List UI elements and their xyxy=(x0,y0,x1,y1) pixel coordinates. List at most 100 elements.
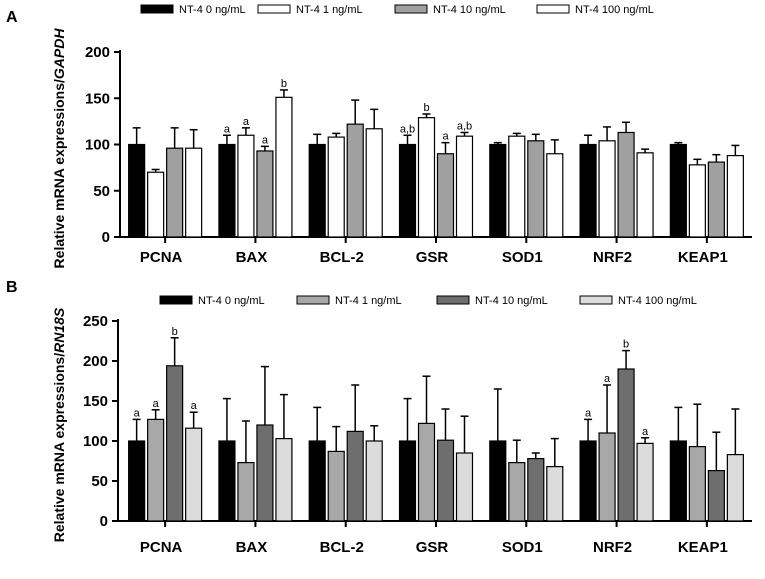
chartb-legend-swatch xyxy=(296,295,330,305)
chartb-bar xyxy=(546,466,564,522)
chartb-bar xyxy=(707,470,725,522)
charta-bar xyxy=(598,140,616,238)
chartb-significance-label: a xyxy=(191,400,198,412)
chartb-bar xyxy=(128,440,146,522)
charta-bar xyxy=(636,152,654,238)
chartb-legend-label: NT-4 1 ng/mL xyxy=(335,295,402,307)
charta-bar xyxy=(579,143,597,238)
charta-legend-swatch xyxy=(536,4,570,14)
charta-y-tick-label: 0 xyxy=(102,229,110,246)
charta-x-tick-label: KEAP1 xyxy=(678,249,728,266)
charta-bar xyxy=(308,143,326,238)
chartb-y-tick-label: 200 xyxy=(83,353,108,370)
chartb-x-tick-label: NRF2 xyxy=(593,539,632,556)
charta-y-tick-label: 100 xyxy=(85,137,110,154)
charta-bar xyxy=(617,131,635,238)
charta-significance-label: a xyxy=(243,116,250,128)
chartb-bar xyxy=(237,462,255,522)
chartb-y-axis-label: Relative mRNA expressions/RN18S xyxy=(51,307,67,542)
charta-bar xyxy=(218,143,236,238)
chartb-significance-label: b xyxy=(623,339,629,351)
chartb-y-tick-label: 150 xyxy=(83,393,108,410)
charta-bar xyxy=(346,123,364,238)
charta-y-axis-label-gene: GAPDH xyxy=(51,28,67,79)
chartb-legend-swatch xyxy=(159,295,193,305)
chartb-significance-label: b xyxy=(172,326,178,338)
chartb-bar xyxy=(617,368,635,522)
charta-bar xyxy=(237,134,255,238)
charta-y-axis-label: Relative mRNA expressions/GAPDH xyxy=(51,28,67,269)
chartb-bar xyxy=(436,439,455,522)
chartb-bar xyxy=(185,427,203,522)
panel-label-b: B xyxy=(6,279,18,296)
panel-label-a: A xyxy=(6,9,18,26)
charta-legend-swatch xyxy=(394,4,428,14)
chartb-bar xyxy=(527,458,545,522)
chartb-legend-swatch xyxy=(579,295,613,305)
charta-bar xyxy=(436,153,455,238)
chartb-bar xyxy=(688,446,706,522)
charta-bar xyxy=(707,161,725,238)
charta-y-tick-label: 200 xyxy=(85,44,110,61)
charta-bar xyxy=(489,143,507,238)
charta-legend-swatch xyxy=(140,4,174,14)
chartb-x-tick-label: BAX xyxy=(236,539,268,556)
chartb-y-tick-label: 100 xyxy=(83,433,108,450)
charta-bar xyxy=(455,135,474,238)
charta-bar xyxy=(166,147,184,238)
chartb-y-tick-label: 250 xyxy=(83,313,108,330)
charta-significance-label: a,b xyxy=(400,123,415,135)
chartb-legend-label: NT-4 0 ng/mL xyxy=(198,295,265,307)
chartb-bar xyxy=(218,440,236,522)
charta-bar xyxy=(185,147,203,238)
charta-x-tick-label: GSR xyxy=(416,249,449,266)
chartb-bar xyxy=(489,440,507,522)
chartb-significance-label: a xyxy=(642,426,649,438)
chartb-bar xyxy=(346,430,364,522)
charta-bar xyxy=(256,150,274,238)
chartb-significance-label: a xyxy=(585,407,592,419)
charta-legend-label: NT-4 10 ng/mL xyxy=(433,4,506,16)
charta-significance-label: b xyxy=(423,102,429,114)
charta-significance-label: a xyxy=(442,131,449,143)
chartb-y-tick-label: 0 xyxy=(100,513,108,530)
chart-panel-a: NT-4 0 ng/mL NT-4 1 ng/mL NT-4 10 ng/mL NT-… xyxy=(51,4,752,268)
charta-x-tick-label: PCNA xyxy=(140,249,183,266)
charta-x-tick-label: SOD1 xyxy=(502,249,543,266)
charta-bar xyxy=(688,164,706,238)
charta-legend-label: NT-4 100 ng/mL xyxy=(575,4,654,16)
chartb-bar xyxy=(327,450,345,522)
charta-significance-label: b xyxy=(281,78,287,90)
chartb-y-tick-label: 50 xyxy=(91,473,108,490)
chartb-bar xyxy=(508,462,526,522)
chartb-significance-label: a xyxy=(134,407,141,419)
chartb-bar xyxy=(455,452,474,522)
chartb-x-tick-label: GSR xyxy=(416,539,449,556)
charta-bar xyxy=(417,117,436,238)
chartb-y-axis-label-gene: RN18S xyxy=(51,307,67,353)
chartb-x-tick-label: PCNA xyxy=(140,539,183,556)
charta-bar xyxy=(128,143,146,238)
chartb-x-tick-label: BCL-2 xyxy=(320,539,364,556)
charta-bar xyxy=(365,128,383,238)
charta-y-tick-label: 150 xyxy=(85,90,110,107)
chartb-significance-label: a xyxy=(153,398,160,410)
chartb-legend-label: NT-4 10 ng/mL xyxy=(475,295,548,307)
charta-y-tick-label: 50 xyxy=(93,183,110,200)
charta-x-tick-label: BAX xyxy=(236,249,268,266)
charta-bar xyxy=(527,140,545,238)
charta-legend-label: NT-4 0 ng/mL xyxy=(179,4,246,16)
charta-bar xyxy=(546,153,564,238)
charta-bar xyxy=(669,143,687,238)
chartb-bar xyxy=(726,454,744,522)
charta-legend-swatch xyxy=(257,4,291,14)
charta-x-tick-label: BCL-2 xyxy=(320,249,364,266)
chartb-bar xyxy=(636,442,654,522)
chartb-x-tick-label: KEAP1 xyxy=(678,539,728,556)
chartb-bar xyxy=(417,422,436,522)
chartb-bar xyxy=(166,365,184,522)
chart-panel-b: NT-4 0 ng/mL NT-4 1 ng/mL NT-4 10 ng/mL NT-… xyxy=(51,295,752,556)
chartb-bar xyxy=(398,440,417,522)
chartb-significance-label: a xyxy=(604,373,611,385)
